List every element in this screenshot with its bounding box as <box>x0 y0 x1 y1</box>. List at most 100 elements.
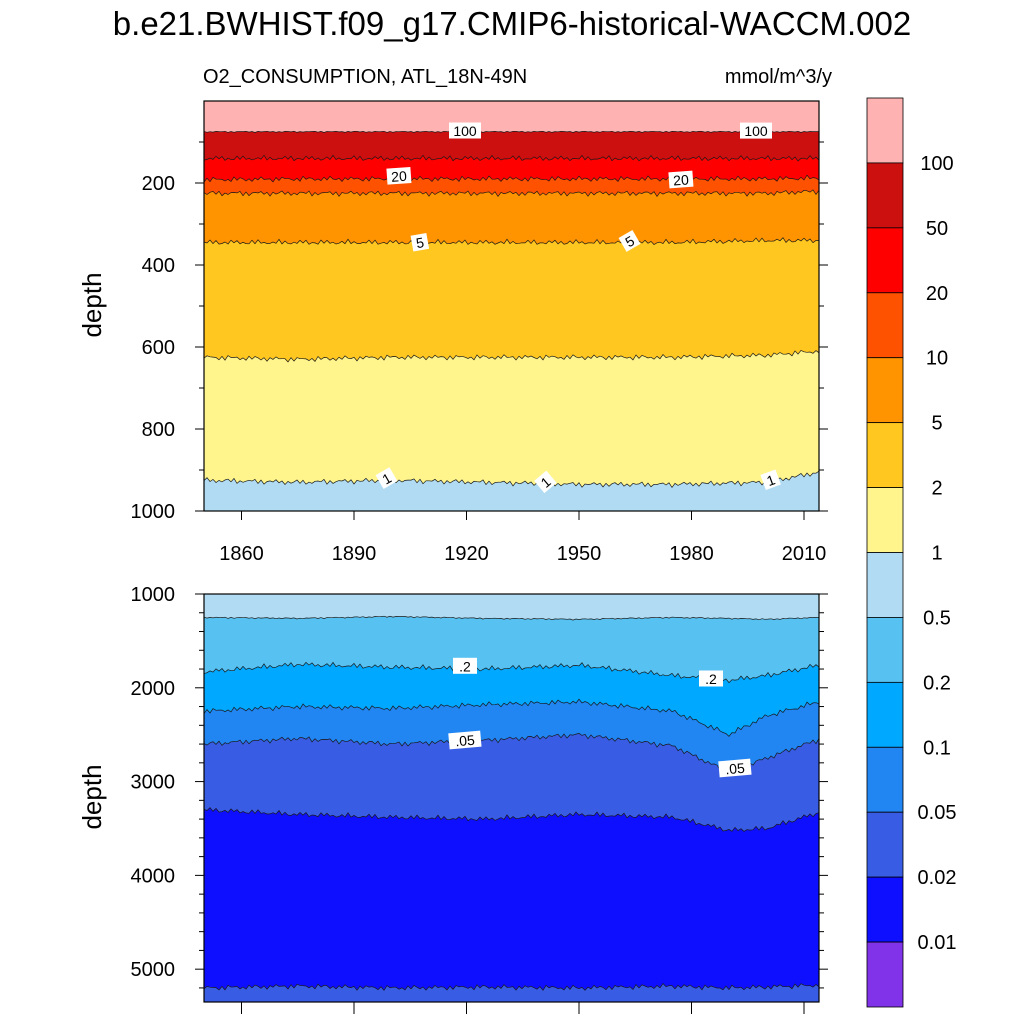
y-tick-label: 4000 <box>131 865 176 887</box>
x-tick-label: 1950 <box>557 543 602 565</box>
colorbar-label: 0.05 <box>918 802 957 824</box>
contour-label-text: .05 <box>725 760 746 778</box>
contour-label-box <box>449 122 481 139</box>
colorbar-box <box>866 941 904 1008</box>
contour-label-text: 100 <box>453 123 477 139</box>
colorbar-label: 0.5 <box>923 607 951 629</box>
x-tick-label: 1980 <box>669 543 714 565</box>
contour-label: 1 <box>534 470 557 494</box>
colorbar: 100 50 20 10 5 2 1 0.5 0.2 0.1 0.05 0.02 0.01 <box>866 97 957 1008</box>
upper-axes: 1860 1890 1920 1950 1980 2010 200 400 600 800 1000 <box>131 141 828 565</box>
contour-label: .2 <box>699 670 723 687</box>
contour-band <box>204 983 819 1002</box>
colorbar-label: 1 <box>931 543 942 565</box>
colorbar-label: 0.01 <box>918 932 957 954</box>
y-tick-label: 400 <box>142 255 175 277</box>
x-tick-label: 2010 <box>782 543 827 565</box>
contour-label-text: 100 <box>744 123 768 139</box>
contour-label-text: 20 <box>391 168 408 185</box>
contour-label: 1 <box>760 469 781 491</box>
contour-label-box <box>699 670 723 687</box>
contour-line <box>203 807 820 832</box>
lower-axes: 1000 2000 3000 4000 5000 <box>131 584 828 1014</box>
contour-label: 1 <box>375 467 398 490</box>
contour-label-box <box>453 657 477 674</box>
contour-line <box>203 349 820 363</box>
upper-ylabel: depth <box>77 272 107 337</box>
colorbar-box <box>866 292 904 359</box>
colorbar-box <box>866 357 904 424</box>
contour-line <box>203 174 820 183</box>
contour-line <box>203 733 820 775</box>
y-tick-label: 800 <box>142 419 175 441</box>
upper-contour-plot: 100 100 20 20 5 5 1 1 1 <box>203 100 820 512</box>
colorbar-box <box>866 681 904 748</box>
contour-label-box <box>740 122 772 139</box>
contour-label: 100 <box>449 122 481 139</box>
contour-band <box>204 807 819 1002</box>
colorbar-box <box>866 422 904 488</box>
contour-label-box <box>668 170 694 189</box>
y-tick-label: 600 <box>142 337 175 359</box>
colorbar-box <box>866 876 904 943</box>
y-tick-label: 200 <box>142 173 175 195</box>
contour-label: 100 <box>740 122 772 139</box>
contour-line <box>203 982 820 991</box>
colorbar-box <box>866 487 904 553</box>
contour-line <box>203 237 819 245</box>
contour-line <box>203 470 820 489</box>
contour-label-box <box>760 469 781 491</box>
contour-label: .2 <box>453 657 477 674</box>
main-title: b.e21.BWHIST.f09_g17.CMIP6-historical-WA… <box>113 5 911 42</box>
y-tick-label: 3000 <box>131 772 176 794</box>
colorbar-label: 100 <box>920 153 953 175</box>
x-tick-label: 1860 <box>219 543 264 565</box>
contour-line <box>203 154 820 162</box>
y-tick-label: 2000 <box>131 678 176 700</box>
colorbar-box <box>866 552 904 618</box>
contour-line <box>203 130 819 133</box>
colorbar-label: 0.1 <box>923 737 951 759</box>
x-tick-label: 1920 <box>444 543 489 565</box>
contour-label: .05 <box>448 730 482 750</box>
contour-label: 20 <box>668 170 694 189</box>
colorbar-label: 20 <box>926 283 948 305</box>
y-tick-label: 1000 <box>131 501 176 523</box>
colorbar-label: 50 <box>926 218 948 240</box>
colorbar-label: 0.2 <box>923 672 951 694</box>
upper-units-label: mmol/m^3/y <box>725 66 832 88</box>
contour-label-text: 5 <box>415 234 426 251</box>
colorbar-label: 10 <box>926 348 948 370</box>
upper-variable-label: O2_CONSUMPTION, ATL_18N-49N <box>203 66 527 88</box>
colorbar-box <box>866 746 904 813</box>
colorbar-box <box>866 227 904 294</box>
contour-label-text: .2 <box>705 671 717 687</box>
x-tick-label: 1890 <box>332 543 377 565</box>
contour-line <box>203 698 820 737</box>
contour-label: 20 <box>386 166 412 185</box>
colorbar-label: 5 <box>931 413 942 435</box>
contour-label: 5 <box>410 232 430 252</box>
contour-label-box <box>375 467 398 490</box>
contour-label: 5 <box>618 230 641 252</box>
contour-band <box>204 471 819 511</box>
colorbar-box <box>866 811 904 878</box>
contour-label-box <box>410 232 430 252</box>
contour-label-box <box>718 758 752 778</box>
y-tick-label: 1000 <box>131 584 176 606</box>
lower-contour-plot: .2 .2 .05 .05 <box>203 593 820 1003</box>
contour-band <box>204 350 819 511</box>
colorbar-label: 0.02 <box>918 867 957 889</box>
contour-label-box <box>618 230 641 252</box>
colorbar-label: 2 <box>931 478 942 500</box>
contour-label: .05 <box>718 758 752 778</box>
contour-label-text: .2 <box>459 658 471 674</box>
contour-label-text: .05 <box>455 732 476 750</box>
contour-label-box <box>386 166 412 185</box>
colorbar-box <box>866 617 904 683</box>
contour-label-box <box>534 470 557 494</box>
contour-line <box>203 615 820 621</box>
contour-line <box>203 189 820 198</box>
contour-label-text: 20 <box>673 171 690 188</box>
